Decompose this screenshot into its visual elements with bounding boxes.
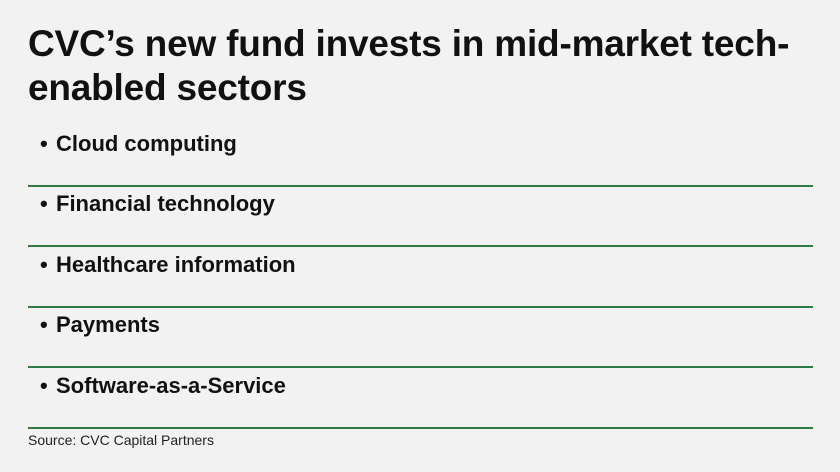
sector-label: Healthcare information (56, 251, 296, 277)
bullet: • (40, 312, 48, 338)
sector-label: Financial technology (56, 191, 275, 217)
list-item: • Payments (28, 309, 813, 369)
source-note: Source: CVC Capital Partners (28, 432, 214, 448)
bullet: • (40, 372, 48, 398)
sector-label: Cloud computing (56, 131, 237, 156)
list-item-text: • Cloud computing (40, 130, 237, 158)
bullet: • (40, 191, 48, 217)
page-title: CVC’s new fund invests in mid-market tec… (28, 23, 790, 108)
bullet: • (40, 131, 48, 156)
sector-list: • Cloud computing • Financial technology •… (28, 128, 813, 430)
list-item: • Healthcare information (28, 249, 813, 308)
list-item-text: • Payments (40, 311, 160, 339)
list-item-text: • Financial technology (40, 190, 275, 218)
list-item: • Financial technology (28, 188, 813, 248)
list-item-text: • Healthcare information (40, 251, 296, 279)
list-item: • Cloud computing (28, 128, 813, 187)
bullet: • (40, 251, 48, 277)
sector-label: Payments (56, 312, 160, 338)
sector-label: Software-as-a-Service (56, 372, 286, 398)
list-item: • Software-as-a-Service (28, 370, 813, 429)
list-item-text: • Software-as-a-Service (40, 372, 286, 400)
